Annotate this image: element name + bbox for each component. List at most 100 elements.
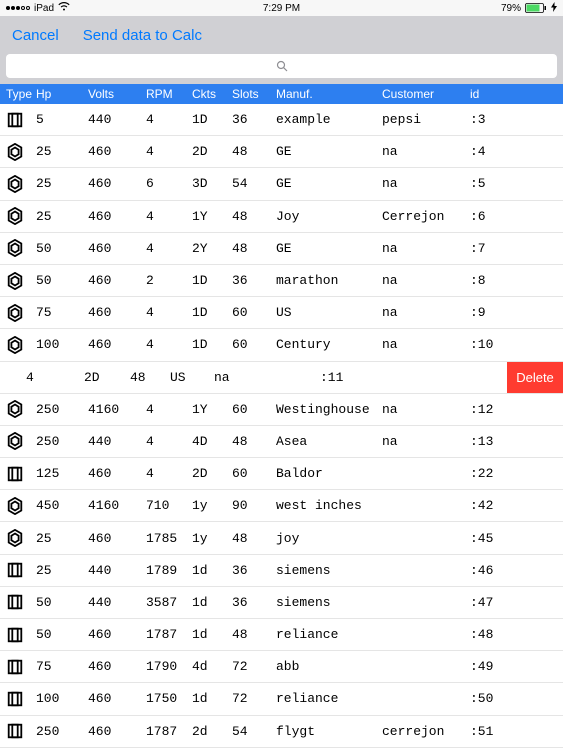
cell-volts: 460 [88,176,146,191]
table-row[interactable]: 5044035871d36siemens:47 [0,587,563,619]
cell-ckts: 1d [192,691,232,706]
cell-hp: 25 [36,563,88,578]
table-row[interactable]: 7546017904d72abb:49 [0,651,563,683]
table-row[interactable]: 544041D36examplepepsi:3 [0,104,563,136]
cell-rpm: 4 [146,337,192,352]
cell-slots: 48 [232,434,276,449]
hex-icon [6,239,36,257]
cell-ckts: 1d [192,595,232,610]
table-row[interactable]: 2546063D54GEna:5 [0,168,563,200]
cell-hp: 25 [36,176,88,191]
col-slots: Slots [232,87,276,101]
table-row[interactable]: 2546041Y48JoyCerrejon:6 [0,201,563,233]
cell-rpm: 3587 [146,595,192,610]
cell-ckts: 4d [192,659,232,674]
cell-id: :3 [470,112,520,127]
cell-rpm: 4 [146,402,192,417]
cell-hp: 450 [36,498,88,513]
cell-volts: 460 [88,305,146,320]
cell-id: :4 [470,144,520,159]
cell-slots: 48 [232,209,276,224]
table-row[interactable]: 25044044D48Aseana:13 [0,426,563,458]
cell-customer: na [382,402,470,417]
hex-icon [6,272,36,290]
cell-volts: 460 [88,241,146,256]
table-row[interactable]: 2546042D48GEna:4 [0,136,563,168]
cell-rpm: 2 [146,273,192,288]
cell-id: :46 [470,563,520,578]
cell-hp: 250 [36,402,88,417]
cell-slots: 54 [232,176,276,191]
delete-button[interactable]: Delete [507,362,563,393]
cell-manuf: Asea [276,434,382,449]
send-data-button[interactable]: Send data to Calc [83,27,202,44]
table-row[interactable]: 250416041Y60Westinghousena:12 [0,394,563,426]
cancel-button[interactable]: Cancel [12,27,59,44]
cell-volts: 460 [88,209,146,224]
clock: 7:29 PM [263,3,300,14]
status-left: iPad [6,2,70,14]
col-rpm: RPM [146,87,192,101]
cell-ckts: 1d [192,563,232,578]
cell-ckts: 2d [192,724,232,739]
cell-manuf: siemens [276,595,382,610]
cell-customer: na [382,273,470,288]
cell-id: :12 [470,402,520,417]
cell-ckts: 1D [192,337,232,352]
table-row[interactable]: 10046041D60Centuryna:10 [0,329,563,361]
cell-volts: 460 [88,273,146,288]
search-input[interactable] [6,54,557,78]
table-row[interactable]: 5046017871d48reliance:48 [0,619,563,651]
table-body[interactable]: 544041D36examplepepsi:32546042D48GEna:42… [0,104,563,750]
cell-manuf: US [170,370,214,385]
cell-manuf: US [276,305,382,320]
cell-customer: na [382,337,470,352]
table-row[interactable]: 5046021D36marathonna:8 [0,265,563,297]
cell-ckts: 1D [192,305,232,320]
cell-manuf: Westinghouse [276,402,382,417]
cell-slots: 60 [232,305,276,320]
cell-rpm: 1785 [146,531,192,546]
table-row[interactable]: 45041607101y90west inches:42 [0,490,563,522]
cell-manuf: reliance [276,691,382,706]
hex-icon [6,175,36,193]
cell-rpm: 1790 [146,659,192,674]
cell-ckts: 1D [192,273,232,288]
cell-id: :6 [470,209,520,224]
cell-id: :22 [470,466,520,481]
cell-rpm: 4 [146,144,192,159]
table-row[interactable]: 5046042Y48GEna:7 [0,233,563,265]
cell-id: :8 [470,273,520,288]
table-row[interactable]: 2544017891d36siemens:46 [0,555,563,587]
cell-slots: 36 [232,595,276,610]
cell-slots: 36 [232,112,276,127]
cell-slots: 72 [232,659,276,674]
cell-slots: 48 [232,144,276,159]
cell-customer: cerrejon [382,724,470,739]
search-container [0,54,563,84]
cell-slots: 90 [232,498,276,513]
cell-hp: 100 [36,691,88,706]
cell-rpm: 4 [146,209,192,224]
col-id: id [470,87,520,101]
cell-rpm: 4 [146,434,192,449]
table-row[interactable]: 10046017501d72reliance:50 [0,683,563,715]
cell-slots: 60 [232,466,276,481]
cell-volts: 460 [88,724,146,739]
cell-manuf: GE [276,144,382,159]
table-row[interactable]: 25046017872d54flygtcerrejon:51 [0,716,563,748]
signal-dots-icon [6,6,30,10]
cell-rpm: 4 [146,241,192,256]
table-row[interactable]: 2546017851y48joy:45 [0,522,563,554]
table-row[interactable]: 7546041D60USna:9 [0,297,563,329]
col-volts: Volts [88,87,146,101]
cell-manuf: marathon [276,273,382,288]
cell-hp: 50 [36,241,88,256]
table-row[interactable]: 12546042D60Baldor:22 [0,458,563,490]
cell-ckts: 2Y [192,241,232,256]
cell-id: :51 [470,724,520,739]
cell-id: :7 [470,241,520,256]
table-row[interactable]: 10046042D48USna:11Delete [0,362,563,394]
cell-id: :47 [470,595,520,610]
cell-customer: na [214,370,320,385]
